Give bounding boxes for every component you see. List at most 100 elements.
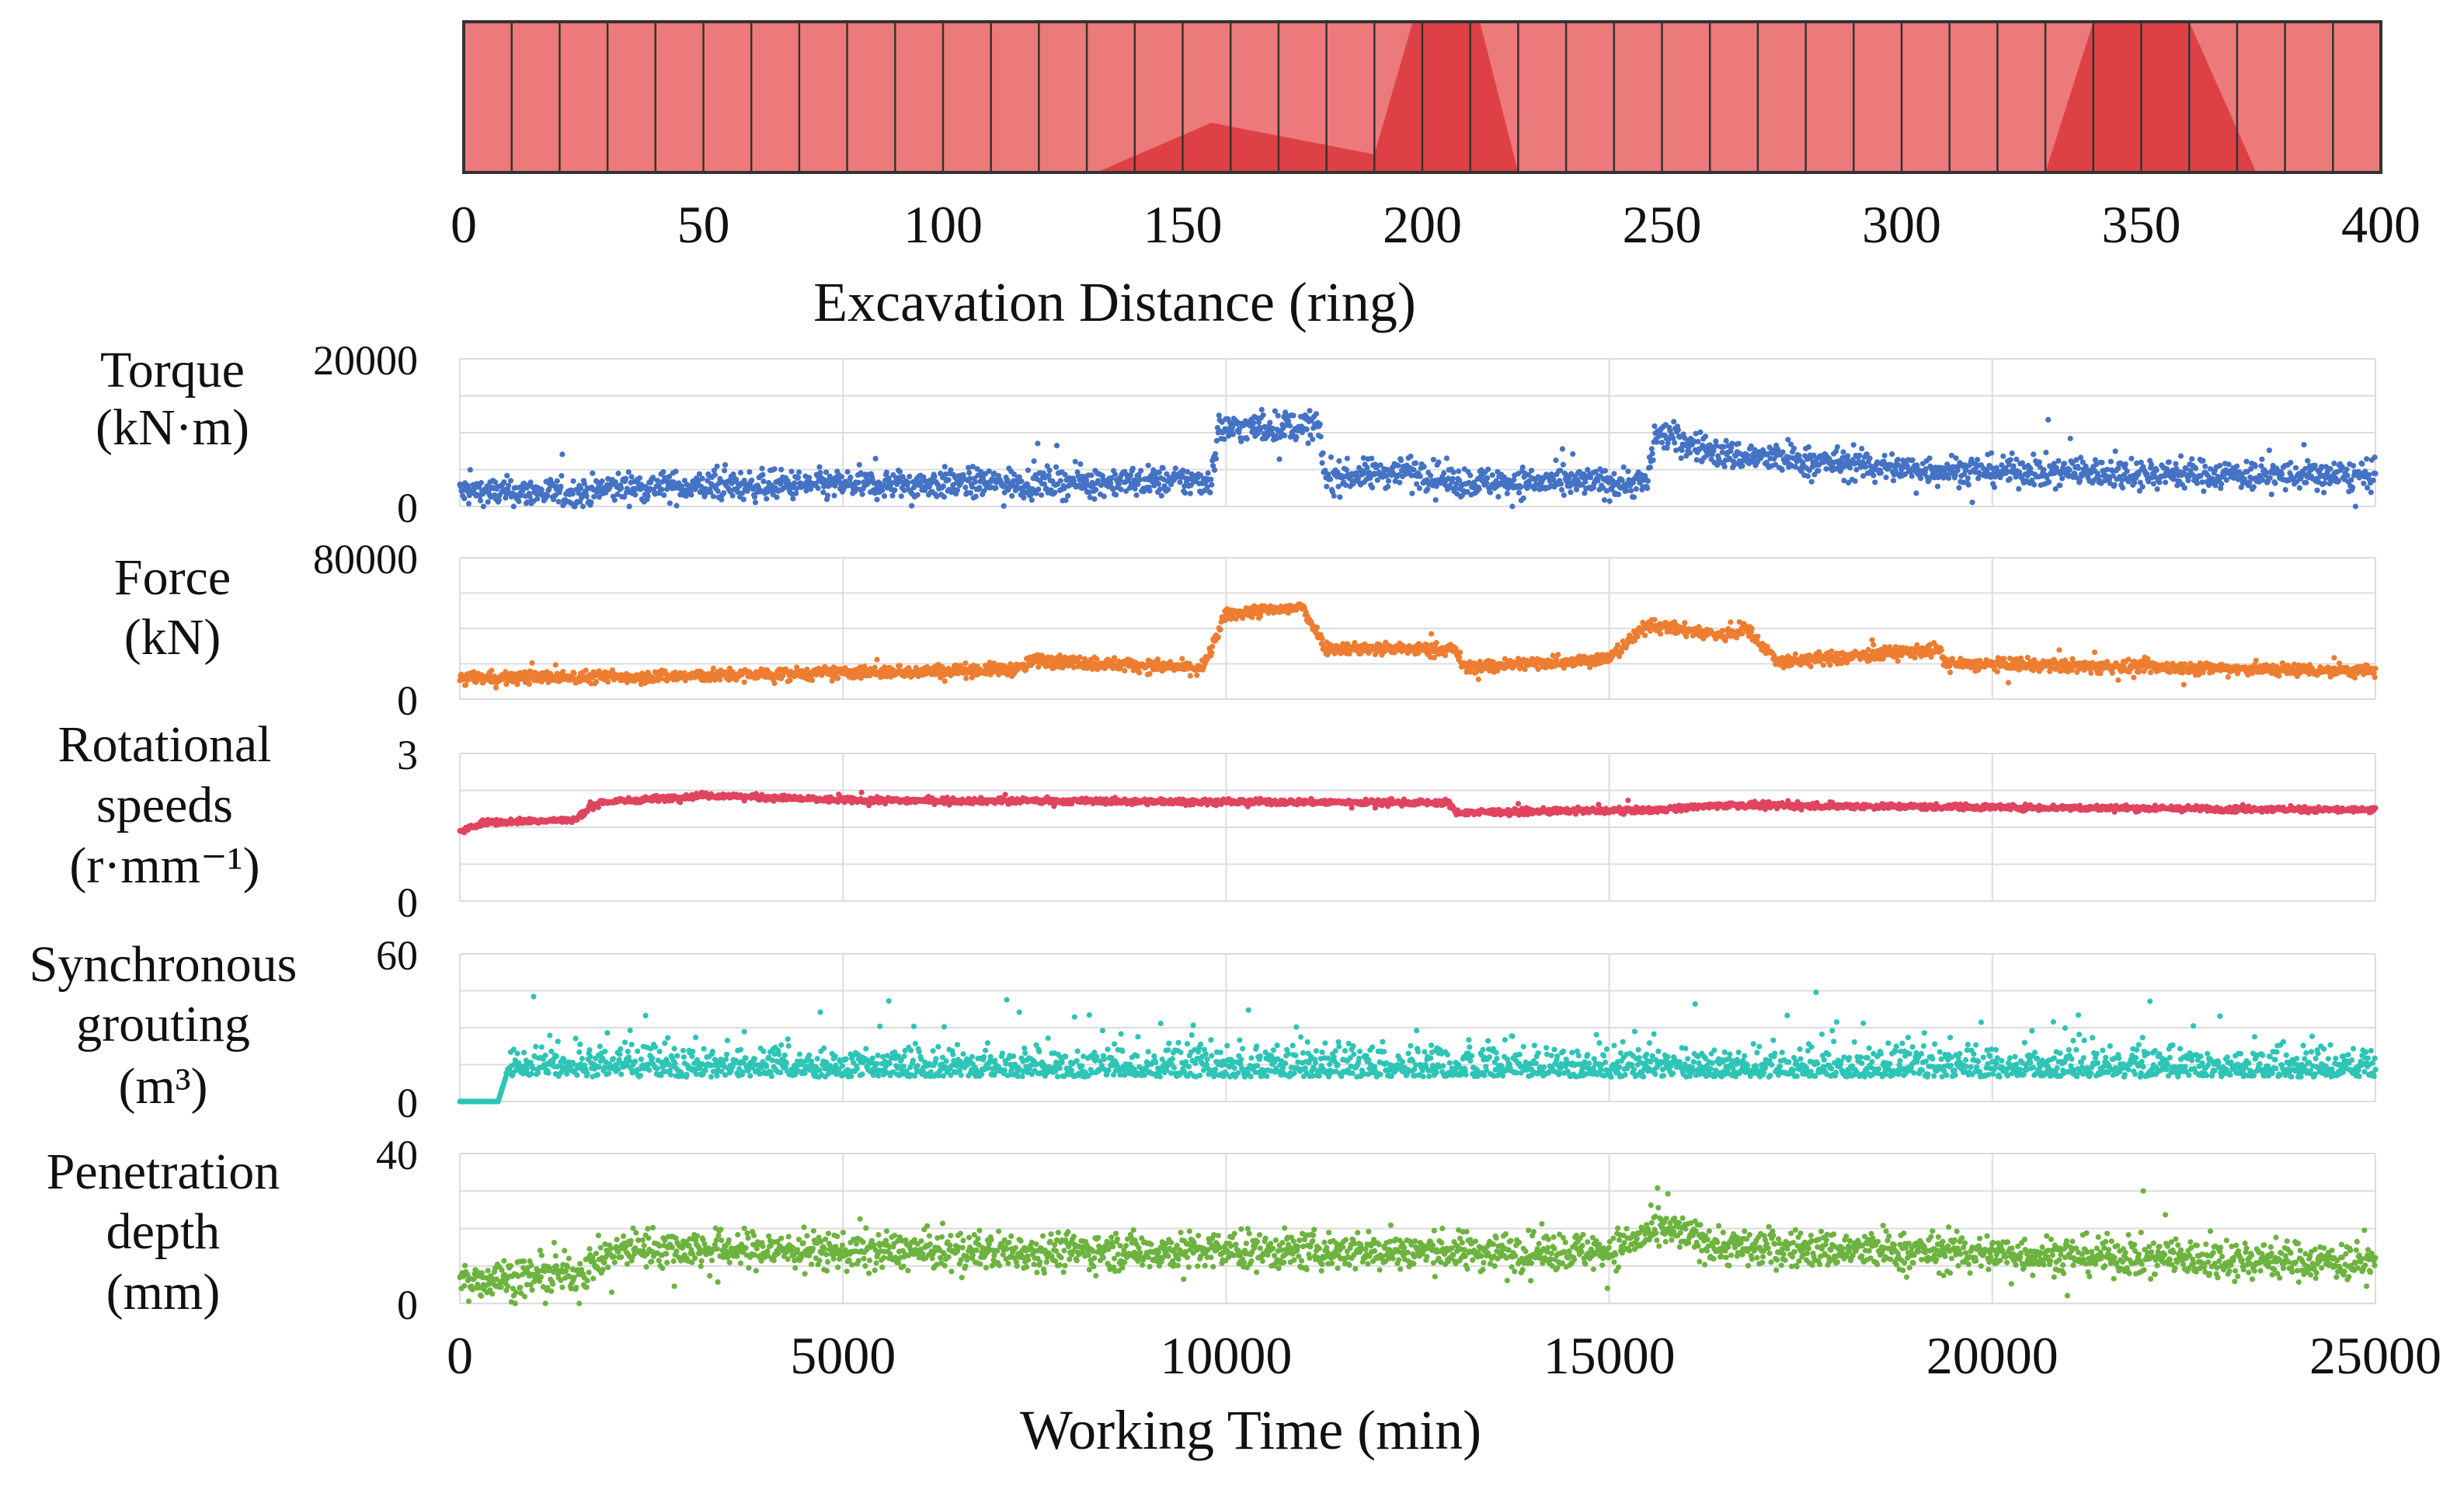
strip-tick-label: 350	[2102, 195, 2181, 254]
data-point	[793, 490, 799, 496]
data-point	[1397, 479, 1403, 485]
data-point	[2288, 460, 2294, 466]
data-point	[795, 475, 802, 481]
data-point	[1912, 655, 1918, 661]
data-point	[2365, 485, 2371, 491]
data-point	[1965, 482, 1972, 488]
data-point	[1555, 652, 1561, 658]
data-point	[705, 478, 711, 484]
data-point	[596, 494, 602, 500]
data-point	[1913, 490, 1919, 496]
data-point	[489, 667, 495, 673]
data-point	[945, 477, 952, 483]
data-point	[892, 487, 898, 493]
data-point	[2066, 467, 2072, 473]
data-point	[1413, 460, 1419, 466]
data-point	[559, 472, 565, 479]
data-point	[1158, 492, 1164, 499]
data-point	[1672, 440, 1678, 446]
data-point	[2217, 462, 2223, 468]
data-point	[1573, 486, 1580, 492]
data-point	[1177, 479, 1183, 485]
data-point	[2005, 680, 2012, 686]
data-point	[1443, 455, 1450, 461]
data-point	[1647, 465, 1653, 471]
data-point	[741, 679, 747, 685]
strip-tick-label: 0	[451, 195, 477, 254]
data-point	[1317, 421, 1323, 427]
data-point	[1682, 620, 1688, 626]
data-point	[722, 468, 728, 474]
data-point	[555, 499, 562, 505]
data-point	[2046, 479, 2052, 485]
data-point	[1212, 451, 1219, 457]
data-point	[1557, 481, 1564, 487]
data-point	[622, 475, 629, 482]
strip-axis-label: Excavation Distance (ring)	[813, 271, 1416, 333]
data-point	[2365, 472, 2372, 478]
data-point	[1946, 475, 1952, 482]
data-point	[907, 473, 913, 480]
data-point	[2372, 471, 2379, 477]
data-point	[710, 493, 717, 499]
data-point	[1429, 631, 1435, 637]
data-point	[2148, 670, 2154, 676]
data-point	[2057, 482, 2063, 489]
data-point	[760, 472, 766, 478]
data-point	[2200, 458, 2206, 464]
data-point	[1314, 625, 1321, 631]
data-point	[1517, 484, 1523, 490]
data-point	[1650, 457, 1656, 463]
data-point	[2154, 486, 2160, 492]
data-point	[1021, 495, 1027, 501]
data-point	[1112, 655, 1118, 661]
data-point	[942, 471, 948, 478]
data-point	[1504, 490, 1510, 496]
data-point	[1408, 453, 1414, 460]
data-point	[898, 493, 904, 499]
data-point	[1319, 460, 1325, 466]
data-point	[2212, 482, 2219, 489]
data-point	[1484, 480, 1490, 486]
data-point	[2305, 458, 2311, 464]
data-point	[1956, 485, 1962, 491]
data-point	[506, 482, 512, 489]
data-point	[476, 484, 482, 490]
data-point	[1428, 472, 1434, 479]
data-point	[1018, 479, 1025, 485]
data-point	[2268, 491, 2274, 498]
data-point	[909, 503, 915, 509]
data-point	[792, 480, 798, 486]
data-point	[1450, 475, 1456, 482]
data-point	[2344, 472, 2351, 479]
data-point	[966, 465, 972, 471]
data-point	[465, 500, 472, 507]
data-point	[1728, 619, 1734, 625]
data-point	[1433, 639, 1439, 646]
strip-tick-label: 300	[1862, 195, 1941, 254]
data-point	[2041, 467, 2047, 473]
data-point	[467, 467, 473, 473]
data-point	[1251, 419, 1257, 426]
data-point	[972, 479, 978, 485]
data-point	[1620, 464, 1627, 471]
data-point	[1845, 453, 1851, 459]
data-point	[654, 478, 660, 484]
data-point	[708, 489, 714, 496]
data-point	[2192, 465, 2199, 472]
data-point	[735, 489, 741, 496]
data-point	[645, 493, 651, 499]
data-point	[626, 503, 632, 510]
data-point	[1035, 664, 1042, 670]
data-point	[1975, 457, 1981, 463]
strip-tick-labels: 0 50 100 150 200 250 300 350 400	[451, 195, 2420, 254]
data-point	[809, 677, 816, 684]
data-point	[2296, 485, 2302, 491]
data-point	[2109, 670, 2115, 677]
data-point	[1918, 475, 1924, 482]
data-point	[729, 492, 736, 499]
data-point	[896, 468, 903, 475]
data-point	[581, 481, 588, 487]
strip-tick-label: 50	[677, 195, 730, 254]
